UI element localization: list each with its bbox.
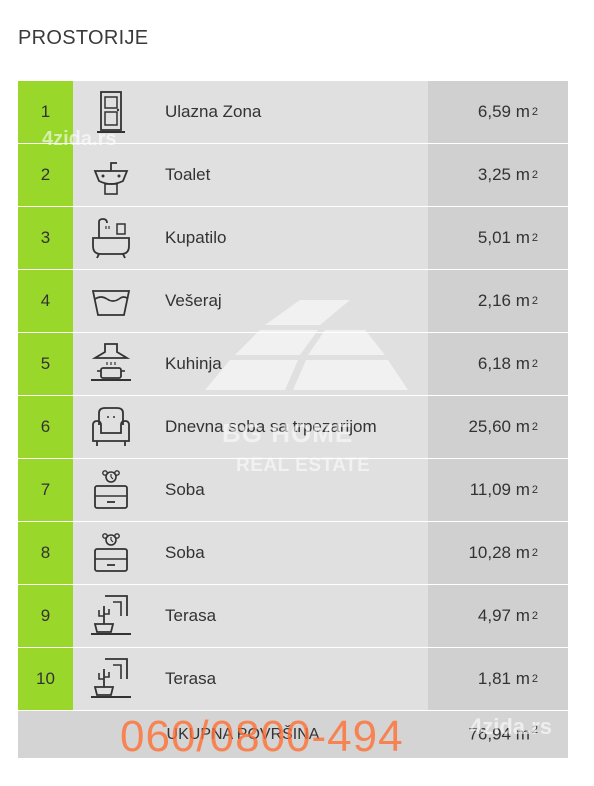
nightstand-icon	[73, 459, 148, 521]
door-icon	[73, 81, 148, 143]
room-name: Ulazna Zona	[165, 102, 262, 121]
terrace-plant-icon	[73, 585, 148, 647]
bathtub-icon	[73, 207, 148, 269]
sink-icon	[73, 144, 148, 206]
room-name: Dnevna soba sa trpezarijom	[165, 417, 377, 436]
terrace-plant-icon	[73, 648, 148, 710]
phone-watermark: 060/0800-494	[120, 712, 404, 761]
brand-sub-watermark: REAL ESTATE	[236, 455, 371, 476]
brand-watermark: BG HOME	[222, 418, 354, 448]
room-name: Terasa	[165, 669, 217, 688]
room-name: Kuhinja	[165, 354, 222, 373]
room-number: 4	[18, 270, 73, 332]
room-number: 10	[18, 648, 73, 710]
room-name: Terasa	[165, 606, 217, 625]
room-number: 9	[18, 585, 73, 647]
room-number: 6	[18, 396, 73, 458]
room-name: Kupatilo	[165, 228, 227, 247]
site-watermark: 4zida.rs	[42, 128, 117, 150]
room-number: 2	[18, 144, 73, 206]
room-name: Soba	[165, 480, 205, 499]
brand-logo-watermark	[205, 300, 408, 390]
rooms-table: 1 Ulazna Zona 6,59 m 2 2 Toalet 3,25 m 2 3 Kupati…	[18, 81, 568, 711]
armchair-icon	[73, 396, 148, 458]
room-name: Toalet	[165, 165, 211, 184]
room-name: Soba	[165, 543, 205, 562]
page-title: PROSTORIJE	[18, 27, 149, 49]
laundry-basin-icon	[73, 270, 148, 332]
room-number: 1	[18, 81, 73, 143]
room-number: 7	[18, 459, 73, 521]
nightstand-icon	[73, 522, 148, 584]
stove-hood-icon	[73, 333, 148, 395]
room-name: Vešeraj	[165, 291, 222, 310]
room-number: 3	[18, 207, 73, 269]
room-number: 5	[18, 333, 73, 395]
room-number: 8	[18, 522, 73, 584]
total-label: UKUPNA POVRŠINA	[166, 725, 320, 743]
site-watermark-bottom: 4zida.rs	[470, 714, 552, 739]
